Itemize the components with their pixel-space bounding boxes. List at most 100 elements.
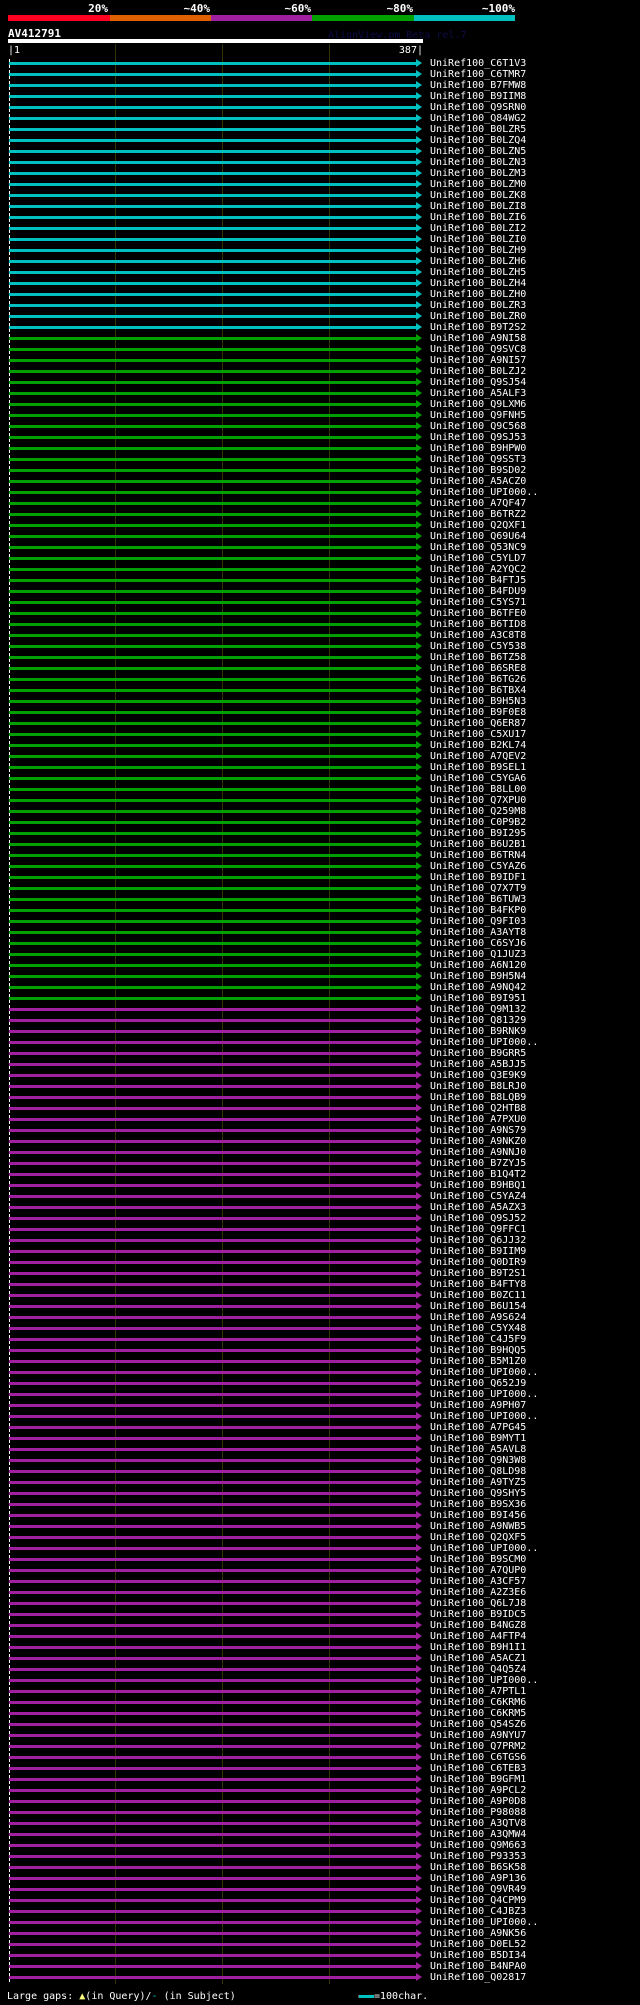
hit-label[interactable]: UniRef100_A9PCL2 (430, 1785, 527, 1796)
alignment-row[interactable]: UniRef100_B0LZI2 (0, 223, 640, 234)
alignment-row[interactable]: UniRef100_B4FDU9 (0, 586, 640, 597)
hit-label[interactable]: UniRef100_B0LZR5 (430, 124, 527, 135)
alignment-row[interactable]: UniRef100_A3CF57 (0, 1576, 640, 1587)
alignment-row[interactable]: UniRef100_A9S624 (0, 1312, 640, 1323)
hit-label[interactable]: UniRef100_A9S624 (430, 1312, 527, 1323)
alignment-row[interactable]: UniRef100_B0LZH9 (0, 245, 640, 256)
alignment-row[interactable]: UniRef100_B6TID8 (0, 619, 640, 630)
alignment-row[interactable]: UniRef100_B0LZH5 (0, 267, 640, 278)
alignment-row[interactable]: UniRef100_Q7X7T9 (0, 883, 640, 894)
hit-label[interactable]: UniRef100_A9NK56 (430, 1928, 527, 1939)
alignment-row[interactable]: UniRef100_B0LZR5 (0, 124, 640, 135)
hit-label[interactable]: UniRef100_A3C8T8 (430, 630, 527, 641)
alignment-row[interactable]: UniRef100_UPI000.. (0, 1917, 640, 1928)
hit-label[interactable]: UniRef100_Q1JUZ3 (430, 949, 527, 960)
hit-label[interactable]: UniRef100_Q9N3W8 (430, 1455, 527, 1466)
alignment-row[interactable]: UniRef100_B0LZN5 (0, 146, 640, 157)
hit-label[interactable]: UniRef100_Q7XPU0 (430, 795, 527, 806)
alignment-row[interactable]: UniRef100_B0LZM3 (0, 168, 640, 179)
alignment-row[interactable]: UniRef100_P93353 (0, 1851, 640, 1862)
hit-label[interactable]: UniRef100_B7FMW8 (430, 80, 527, 91)
alignment-row[interactable]: UniRef100_B9T2S1 (0, 1268, 640, 1279)
hit-label[interactable]: UniRef100_Q9SVC8 (430, 344, 527, 355)
alignment-row[interactable]: UniRef100_B6TUW3 (0, 894, 640, 905)
hit-label[interactable]: UniRef100_Q3E9K9 (430, 1070, 527, 1081)
hit-label[interactable]: UniRef100_B0LZM0 (430, 179, 527, 190)
hit-label[interactable]: UniRef100_B0LZH6 (430, 256, 527, 267)
hit-label[interactable]: UniRef100_A9NYU7 (430, 1730, 527, 1741)
alignment-row[interactable]: UniRef100_Q2HTB8 (0, 1103, 640, 1114)
alignment-row[interactable]: UniRef100_B9MYT1 (0, 1433, 640, 1444)
alignment-row[interactable]: UniRef100_A5AVL8 (0, 1444, 640, 1455)
hit-label[interactable]: UniRef100_B9SX36 (430, 1499, 527, 1510)
hit-label[interactable]: UniRef100_Q9FNH5 (430, 410, 527, 421)
hit-label[interactable]: UniRef100_C6TGS6 (430, 1752, 527, 1763)
hit-label[interactable]: UniRef100_B0LZR0 (430, 311, 527, 322)
alignment-row[interactable]: UniRef100_Q84WG2 (0, 113, 640, 124)
hit-label[interactable]: UniRef100_C5YX48 (430, 1323, 527, 1334)
hit-label[interactable]: UniRef100_A7PTL1 (430, 1686, 527, 1697)
alignment-row[interactable]: UniRef100_UPI000.. (0, 1411, 640, 1422)
alignment-row[interactable]: UniRef100_B0LZN3 (0, 157, 640, 168)
alignment-row[interactable]: UniRef100_A4FTP4 (0, 1631, 640, 1642)
alignment-row[interactable]: UniRef100_B6TRZ2 (0, 509, 640, 520)
hit-label[interactable]: UniRef100_A2YQC2 (430, 564, 527, 575)
hit-label[interactable]: UniRef100_B0LZH4 (430, 278, 527, 289)
hit-label[interactable]: UniRef100_A5ACZ0 (430, 476, 527, 487)
alignment-row[interactable]: UniRef100_A7QUP0 (0, 1565, 640, 1576)
alignment-row[interactable]: UniRef100_C6TGS6 (0, 1752, 640, 1763)
alignment-row[interactable]: UniRef100_B0LZK8 (0, 190, 640, 201)
alignment-row[interactable]: UniRef100_B0LZQ4 (0, 135, 640, 146)
alignment-row[interactable]: UniRef100_B0LZJ2 (0, 366, 640, 377)
hit-label[interactable]: UniRef100_A9NWB5 (430, 1521, 527, 1532)
hit-label[interactable]: UniRef100_B2KL74 (430, 740, 527, 751)
alignment-row[interactable]: UniRef100_A9NI58 (0, 333, 640, 344)
alignment-row[interactable]: UniRef100_Q2QXF5 (0, 1532, 640, 1543)
hit-label[interactable]: UniRef100_A9NS79 (430, 1125, 527, 1136)
alignment-row[interactable]: UniRef100_P98088 (0, 1807, 640, 1818)
alignment-row[interactable]: UniRef100_B9IDC5 (0, 1609, 640, 1620)
hit-label[interactable]: UniRef100_B6TZ58 (430, 652, 527, 663)
alignment-row[interactable]: UniRef100_C6SYJ6 (0, 938, 640, 949)
alignment-row[interactable]: UniRef100_A5BJJ5 (0, 1059, 640, 1070)
hit-label[interactable]: UniRef100_B9H5N4 (430, 971, 527, 982)
hit-label[interactable]: UniRef100_Q9SHY5 (430, 1488, 527, 1499)
hit-label[interactable]: UniRef100_C5XU17 (430, 729, 527, 740)
hit-label[interactable]: UniRef100_A9P136 (430, 1873, 527, 1884)
hit-label[interactable]: UniRef100_B6SRE8 (430, 663, 527, 674)
alignment-row[interactable]: UniRef100_B6TRN4 (0, 850, 640, 861)
hit-label[interactable]: UniRef100_Q84WG2 (430, 113, 527, 124)
alignment-row[interactable]: UniRef100_B9H1I1 (0, 1642, 640, 1653)
hit-label[interactable]: UniRef100_B7ZYJ5 (430, 1158, 527, 1169)
hit-label[interactable]: UniRef100_Q9FFC1 (430, 1224, 527, 1235)
alignment-row[interactable]: UniRef100_A3C8T8 (0, 630, 640, 641)
hit-label[interactable]: UniRef100_A3CF57 (430, 1576, 527, 1587)
hit-label[interactable]: UniRef100_A9NI58 (430, 333, 527, 344)
alignment-row[interactable]: UniRef100_A5ACZ1 (0, 1653, 640, 1664)
alignment-row[interactable]: UniRef100_C5YAZ6 (0, 861, 640, 872)
hit-label[interactable]: UniRef100_C4JBZ3 (430, 1906, 527, 1917)
hit-label[interactable]: UniRef100_B9T2S1 (430, 1268, 527, 1279)
hit-label[interactable]: UniRef100_A7PG45 (430, 1422, 527, 1433)
hit-label[interactable]: UniRef100_B9IIM9 (430, 1246, 527, 1257)
hit-label[interactable]: UniRef100_Q9SJ54 (430, 377, 527, 388)
alignment-row[interactable]: UniRef100_A2Z3E6 (0, 1587, 640, 1598)
alignment-row[interactable]: UniRef100_A2YQC2 (0, 564, 640, 575)
hit-label[interactable]: UniRef100_B0LZI8 (430, 201, 527, 212)
hit-label[interactable]: UniRef100_Q9C568 (430, 421, 527, 432)
hit-label[interactable]: UniRef100_B1Q4T2 (430, 1169, 527, 1180)
hit-label[interactable]: UniRef100_C6TMR7 (430, 69, 527, 80)
hit-label[interactable]: UniRef100_A3QTV8 (430, 1818, 527, 1829)
hit-label[interactable]: UniRef100_A7PXU0 (430, 1114, 527, 1125)
alignment-row[interactable]: UniRef100_A5ACZ0 (0, 476, 640, 487)
alignment-row[interactable]: UniRef100_B9HQQ5 (0, 1345, 640, 1356)
alignment-row[interactable]: UniRef100_Q9M132 (0, 1004, 640, 1015)
hit-label[interactable]: UniRef100_B0ZC11 (430, 1290, 527, 1301)
hit-label[interactable]: UniRef100_B0LZH5 (430, 267, 527, 278)
alignment-row[interactable]: UniRef100_B9GFM1 (0, 1774, 640, 1785)
hit-label[interactable]: UniRef100_C6TEB3 (430, 1763, 527, 1774)
hit-label[interactable]: UniRef100_B5M1Z0 (430, 1356, 527, 1367)
hit-label[interactable]: UniRef100_UPI000.. (430, 1389, 539, 1400)
alignment-row[interactable]: UniRef100_C6T1V3 (0, 58, 640, 69)
hit-label[interactable]: UniRef100_Q652J9 (430, 1378, 527, 1389)
